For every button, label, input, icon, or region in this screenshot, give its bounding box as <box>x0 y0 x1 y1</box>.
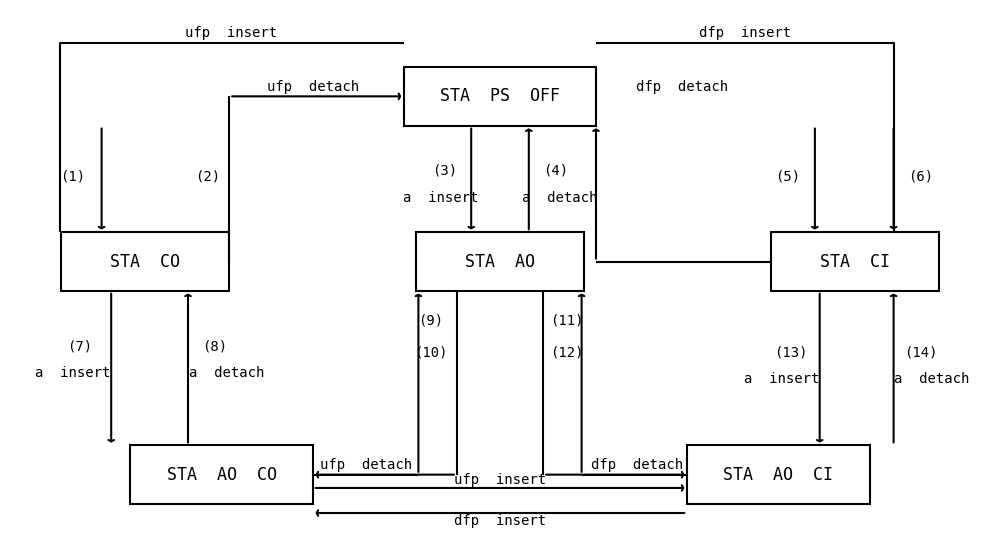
Text: (3): (3) <box>432 164 457 178</box>
Text: STA  AO  CI: STA AO CI <box>723 466 833 483</box>
Bar <box>61 232 229 291</box>
Text: (6): (6) <box>908 169 933 183</box>
Text: STA  PS  OFF: STA PS OFF <box>440 87 560 105</box>
Text: a  insert: a insert <box>403 190 478 205</box>
Text: (10): (10) <box>414 345 448 359</box>
Text: a  detach: a detach <box>894 372 970 386</box>
Text: dfp  insert: dfp insert <box>454 514 546 528</box>
Text: ufp  insert: ufp insert <box>185 27 277 41</box>
Text: (8): (8) <box>202 340 227 354</box>
Text: STA  AO: STA AO <box>465 253 535 270</box>
Text: (2): (2) <box>195 169 220 183</box>
Text: dfp  insert: dfp insert <box>699 27 791 41</box>
Bar <box>130 445 313 504</box>
Text: dfp  detach: dfp detach <box>636 80 728 94</box>
Text: (4): (4) <box>543 164 568 178</box>
Text: (13): (13) <box>774 345 808 359</box>
Text: ufp  detach: ufp detach <box>267 80 359 94</box>
Text: a  detach: a detach <box>189 366 264 380</box>
Text: (1): (1) <box>60 169 85 183</box>
Text: (9): (9) <box>418 313 443 327</box>
Bar <box>771 232 939 291</box>
Text: (7): (7) <box>67 340 92 354</box>
Bar <box>687 445 870 504</box>
Text: (5): (5) <box>775 169 801 183</box>
Text: (11): (11) <box>550 313 584 327</box>
Text: (14): (14) <box>904 345 937 359</box>
Bar <box>416 232 584 291</box>
Text: ufp  insert: ufp insert <box>454 473 546 487</box>
Text: a  insert: a insert <box>35 366 110 380</box>
Text: STA  CO: STA CO <box>110 253 180 270</box>
Text: ufp  detach: ufp detach <box>320 458 412 472</box>
Text: a  detach: a detach <box>522 190 597 205</box>
Bar <box>404 67 596 125</box>
Text: STA  AO  CO: STA AO CO <box>167 466 277 483</box>
Text: (12): (12) <box>550 345 584 359</box>
Text: a  insert: a insert <box>744 372 819 386</box>
Text: STA  CI: STA CI <box>820 253 890 270</box>
Text: dfp  detach: dfp detach <box>591 458 683 472</box>
